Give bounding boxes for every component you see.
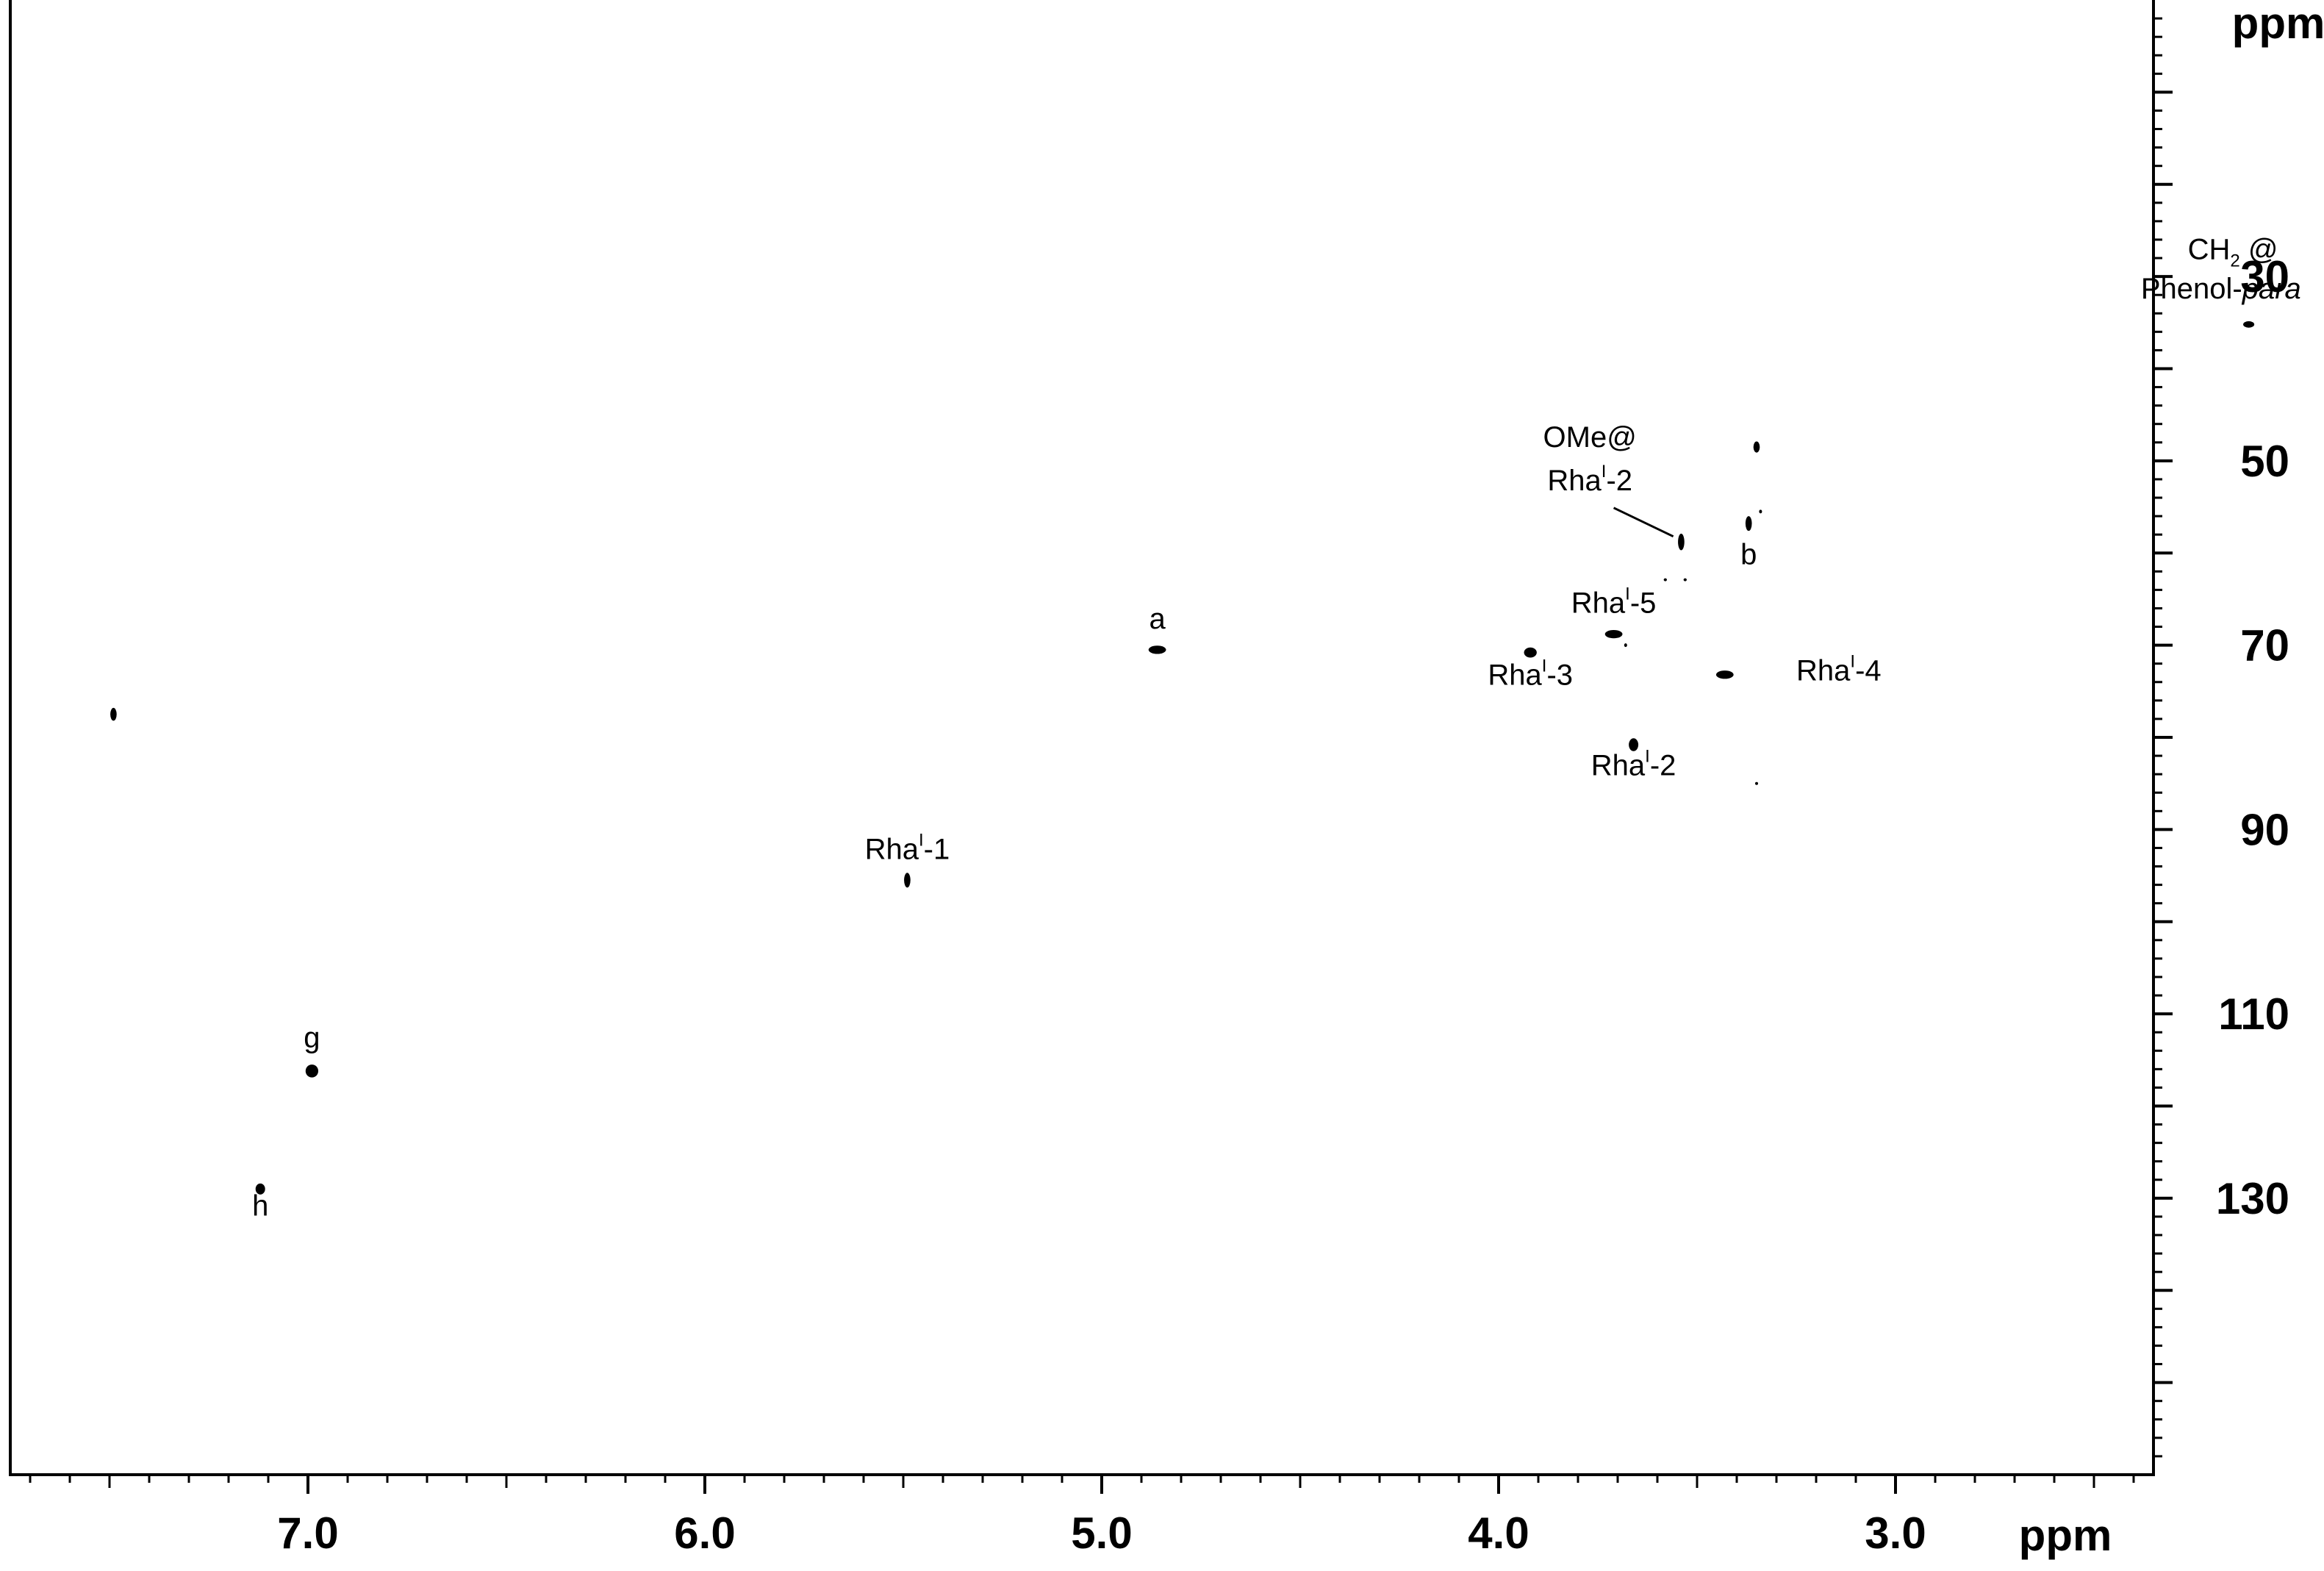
label-ch2-line1: CH2 @ bbox=[2188, 233, 2278, 271]
x-tick-label: 3.0 bbox=[1865, 1509, 1926, 1558]
y-axis-tick-labels: 30 50 70 90 110 130 bbox=[2216, 252, 2289, 1223]
peak-annotations: a b g h RhaI-1 RhaI-2 RhaI-3 RhaI-4 RhaI-5 OMe@ Rh… bbox=[252, 233, 2301, 1222]
y-tick-label: 50 bbox=[2240, 437, 2289, 486]
peak-artifact-3 bbox=[1624, 643, 1627, 648]
label-rha-5: RhaI-5 bbox=[1571, 584, 1657, 620]
label-rha-2: RhaI-2 bbox=[1591, 746, 1676, 781]
x-tick-label: 5.0 bbox=[1071, 1509, 1132, 1558]
y-tick-label: 110 bbox=[2218, 990, 2289, 1039]
peak-Rha-2 bbox=[1629, 738, 1639, 751]
y-tick-label: 90 bbox=[2240, 805, 2289, 854]
peak-unlabeled-2 bbox=[1753, 441, 1760, 453]
plot-frame bbox=[9, 0, 2155, 1476]
y-tick-label: 130 bbox=[2216, 1174, 2289, 1223]
ome-leader-line bbox=[1613, 507, 1674, 538]
peak-artifact-5 bbox=[1755, 781, 1758, 785]
peak-CH2@Phenol-para bbox=[2243, 321, 2255, 328]
label-b: b bbox=[1740, 538, 1757, 570]
label-g: g bbox=[304, 1021, 320, 1053]
label-a: a bbox=[1149, 603, 1166, 635]
peak-Rha-5 bbox=[1604, 629, 1623, 639]
peak-a bbox=[1148, 645, 1166, 654]
peak-artifact-2 bbox=[1683, 578, 1687, 581]
cross-peaks bbox=[110, 321, 2255, 1195]
peak-artifact-4 bbox=[1759, 509, 1762, 514]
peak-g bbox=[305, 1064, 319, 1078]
label-ome-line2: RhaI-2 bbox=[1547, 462, 1632, 497]
peak-Rha-4 bbox=[1715, 670, 1734, 679]
peak-artifact-1 bbox=[1663, 578, 1667, 581]
x-tick-label: 7.0 bbox=[277, 1509, 338, 1558]
y-tick-label: 30 bbox=[2240, 252, 2289, 301]
label-rha-3: RhaI-3 bbox=[1488, 656, 1573, 692]
peak-h bbox=[255, 1183, 265, 1195]
peak-Rha-1 bbox=[904, 873, 911, 888]
x-tick-label: 4.0 bbox=[1468, 1509, 1529, 1558]
label-ch2-line2: Phenol-para bbox=[2141, 273, 2301, 305]
peak-Rha-3 bbox=[1524, 647, 1537, 658]
peak-b bbox=[1745, 516, 1752, 532]
label-h: h bbox=[252, 1190, 268, 1223]
label-rha-4: RhaI-4 bbox=[1796, 651, 1882, 687]
x-axis-ticks bbox=[29, 1475, 2135, 1494]
peak-unlabeled-1 bbox=[110, 707, 117, 721]
label-rha-1: RhaI-1 bbox=[865, 830, 950, 865]
x-tick-label: 6.0 bbox=[674, 1509, 735, 1558]
x-axis-tick-labels: 7.0 6.0 5.0 4.0 3.0 bbox=[277, 1509, 1926, 1558]
label-ome-line1: OMe@ bbox=[1543, 421, 1637, 454]
peak-OMe@Rha-2 bbox=[1678, 533, 1685, 551]
y-axis-label: ppm bbox=[2232, 0, 2324, 48]
x-axis-label: ppm bbox=[2019, 1511, 2112, 1560]
y-tick-label: 70 bbox=[2240, 621, 2289, 670]
y-axis-ticks bbox=[2153, 17, 2173, 1458]
